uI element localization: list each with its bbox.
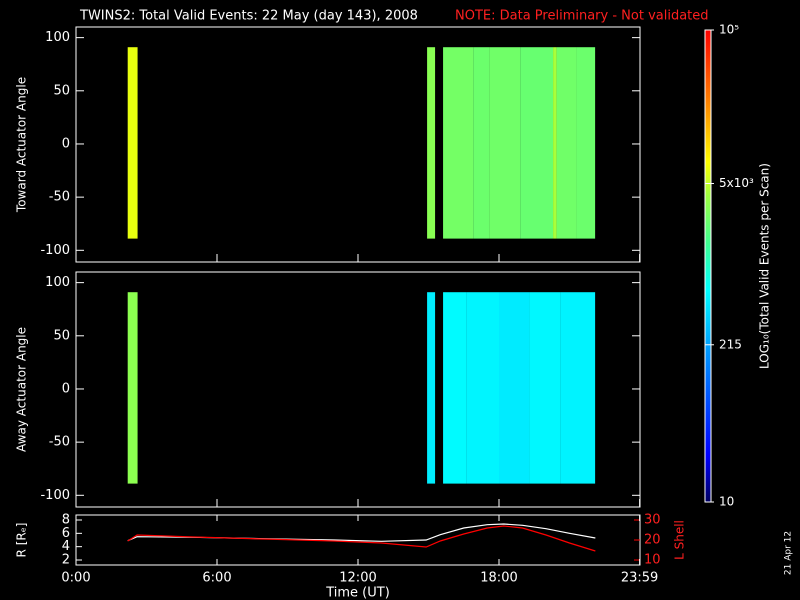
- y-tick-label: -50: [49, 190, 70, 205]
- y-tick-label: -50: [49, 435, 70, 450]
- colorbar-tick-label: 5x10³: [719, 176, 754, 190]
- x-tick-label: 23:59: [621, 571, 658, 586]
- heat-cell: [560, 292, 596, 484]
- y2-tick-label: 10: [644, 553, 661, 568]
- plot-frame: [75, 514, 641, 566]
- colorbar-tick-label: 215: [719, 337, 742, 351]
- heat-cell: [443, 292, 467, 484]
- heat-cell: [427, 47, 436, 239]
- heat-cell: [576, 47, 596, 239]
- heat-cell: [443, 47, 474, 239]
- heat-cell: [489, 47, 521, 239]
- y-tick-label: 4: [62, 539, 70, 554]
- y-tick-label: 0: [62, 136, 70, 151]
- x-tick-label: 6:00: [202, 571, 231, 586]
- y-tick-label: 6: [62, 526, 70, 541]
- heat-cell: [520, 47, 554, 239]
- series-line: [127, 525, 596, 552]
- y-axis-title: Toward Actuator Angle: [15, 77, 29, 213]
- y2-tick-label: 20: [644, 533, 661, 548]
- heat-cell: [473, 47, 490, 239]
- x-tick-label: 18:00: [480, 571, 517, 586]
- heat-cell: [553, 47, 557, 239]
- y-axis-title: R [Rₑ]: [15, 523, 29, 558]
- y-tick-label: -100: [40, 243, 70, 258]
- y-tick-label: 100: [45, 275, 70, 290]
- colorbar-tick-label: 10⁵: [719, 23, 739, 37]
- heat-cell: [127, 292, 138, 484]
- heat-cell: [427, 292, 436, 484]
- heat-cell: [127, 47, 138, 239]
- y-tick-label: 50: [53, 328, 70, 343]
- heat-cell: [466, 292, 499, 484]
- figure-title: TWINS2: Total Valid Events: 22 May (day …: [79, 9, 418, 24]
- x-tick-label: 0:00: [61, 571, 90, 586]
- y-axis-title: Away Actuator Angle: [15, 327, 29, 452]
- series-line: [127, 523, 596, 542]
- y-tick-label: 50: [53, 83, 70, 98]
- y-tick-label: -100: [40, 488, 70, 503]
- y-tick-label: 2: [62, 553, 70, 568]
- heat-cell: [529, 292, 561, 484]
- colorbar-tick-label: 10: [719, 495, 734, 509]
- note: NOTE: Data Preliminary - Not validated: [455, 9, 709, 24]
- colorbar-title: LOG₁₀(Total Valid Events per Scan): [758, 163, 772, 369]
- y-tick-label: 8: [62, 513, 70, 528]
- y-tick-label: 0: [62, 381, 70, 396]
- heat-cell: [556, 47, 577, 239]
- y2-tick-label: 30: [644, 513, 661, 528]
- colorbar: [704, 29, 712, 503]
- heat-cell: [499, 292, 530, 484]
- x-tick-label: 12:00: [339, 571, 376, 586]
- y-tick-label: 100: [45, 30, 70, 45]
- date-stamp: 21 Apr 12: [784, 531, 794, 575]
- y2-axis-title: L Shell: [673, 520, 687, 560]
- x-axis-title: Time (UT): [325, 586, 390, 600]
